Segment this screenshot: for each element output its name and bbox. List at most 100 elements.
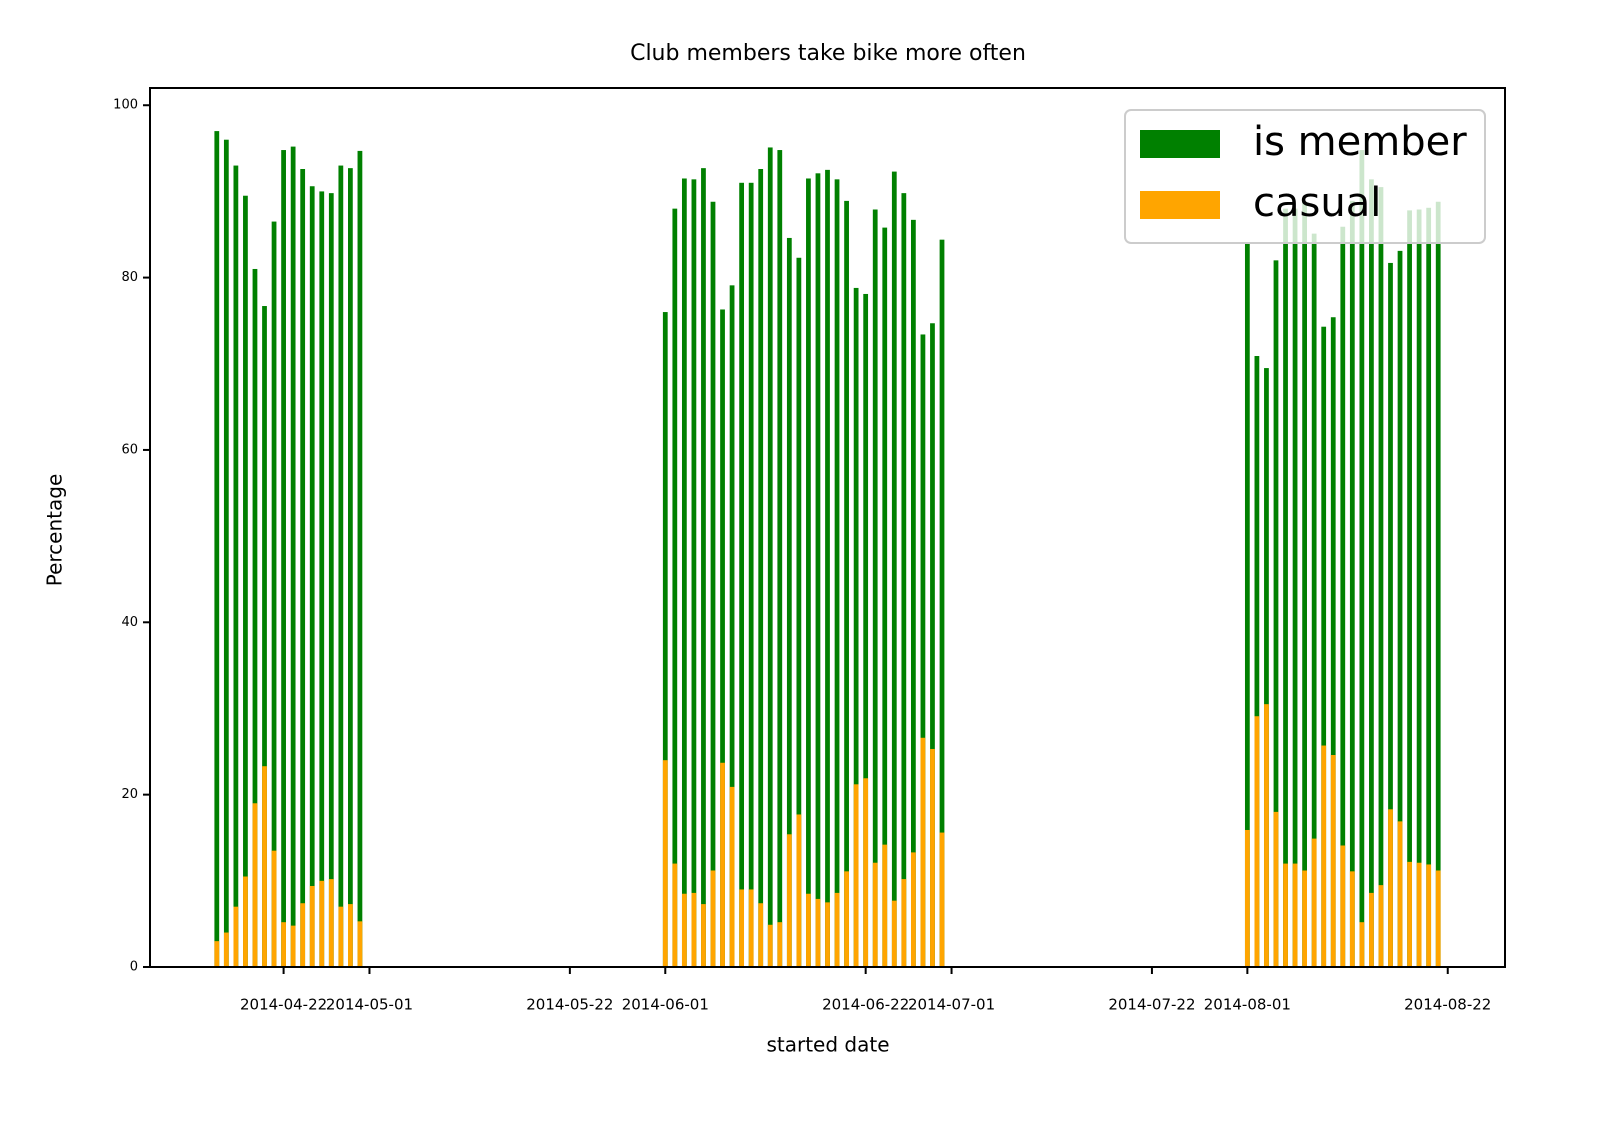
y-tick-label: 60 [121,442,138,457]
bar [348,904,353,967]
bar [1264,704,1269,967]
bar [748,182,754,967]
bar [1426,864,1432,967]
x-tick-label: 2014-07-22 [1108,996,1195,1014]
bar [1388,809,1393,967]
legend: is member casual [1124,109,1486,244]
bar [1292,208,1298,967]
bar [681,178,687,967]
bar [233,165,239,967]
x-tick-label: 2014-08-01 [1204,996,1291,1014]
bar [729,786,735,967]
bar [863,778,869,967]
x-tick-label: 2014-04-22 [240,996,327,1014]
bar [758,169,764,968]
legend-swatch [1140,130,1220,158]
bar [290,146,296,968]
bar [701,168,706,968]
bar [1426,207,1432,968]
bar [1340,845,1346,967]
bar [1407,210,1412,967]
bar [319,191,325,968]
bar [681,893,687,967]
bar [214,941,220,967]
bar [1388,262,1393,967]
bar [939,239,945,967]
bar [910,219,916,968]
bar [853,784,859,967]
bar [739,889,745,967]
bar [338,906,344,967]
bar [672,208,678,967]
bar [662,312,668,967]
bar [300,169,306,968]
bar [309,186,315,967]
bar [243,876,248,967]
bar [262,306,267,967]
bar [1254,356,1260,968]
bar [1435,201,1441,968]
bar [1397,250,1403,967]
bar [1302,201,1307,968]
bar [214,131,220,967]
bar [758,903,764,967]
bar [1292,863,1298,967]
bar [300,903,306,967]
bar [777,150,783,967]
bar [739,182,745,967]
bar [796,814,802,967]
bar [328,193,334,967]
bar [1273,260,1279,968]
bar [1407,861,1412,967]
bar [748,889,754,967]
bar [1340,226,1346,967]
bar [853,287,859,967]
bar [720,309,725,968]
bar [901,879,907,967]
bar [1359,150,1365,967]
plot-frame [149,87,1506,968]
bar [357,921,363,967]
bar [271,221,277,967]
bar [786,834,792,967]
bar [863,293,869,967]
bar [1244,242,1250,968]
bar [1435,870,1441,967]
bar [281,150,286,967]
bar [1254,716,1260,967]
bar [796,257,802,967]
bar [710,201,716,968]
bar [319,880,325,967]
bar [290,925,296,967]
bar [223,932,229,967]
x-tick-label: 2014-05-22 [526,996,613,1014]
bar [720,762,725,967]
bar [882,227,888,967]
bar [891,171,897,967]
bar [691,892,697,967]
y-axis-label: Percentage [43,474,67,587]
y-tick-label: 20 [121,787,138,802]
bar [348,168,353,968]
bar [1378,187,1384,968]
bar [1311,233,1317,967]
y-tick-label: 40 [121,615,138,630]
y-tick-label: 100 [113,98,138,113]
legend-label: is member [1253,119,1467,165]
bar [1330,317,1336,968]
bar [1244,829,1250,967]
bar [1397,821,1403,967]
bar [1349,871,1355,967]
bar [920,737,926,967]
legend-label: casual [1253,180,1381,226]
bar [872,209,878,968]
bar [1302,870,1307,967]
bar [1416,209,1422,968]
bar [729,285,735,967]
bar [338,165,344,967]
bar [281,922,286,967]
legend-swatch [1140,191,1220,219]
bar [930,323,935,967]
bar [1416,862,1422,967]
bar [710,870,716,967]
